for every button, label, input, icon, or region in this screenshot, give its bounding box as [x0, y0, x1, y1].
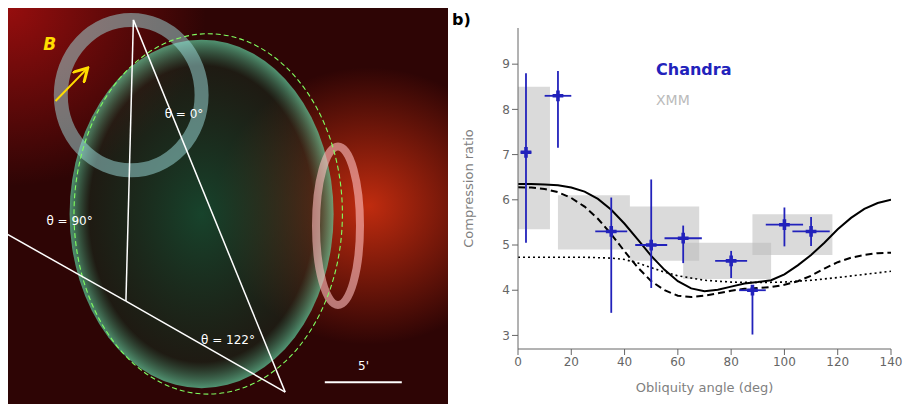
- svg-text:6: 6: [502, 193, 510, 207]
- svg-text:8: 8: [502, 103, 510, 117]
- svg-text:20: 20: [564, 355, 579, 369]
- svg-text:80: 80: [724, 355, 739, 369]
- html-text:b): b): [452, 10, 471, 29]
- svg-text:5: 5: [502, 238, 510, 252]
- svg-text:7: 7: [502, 148, 510, 162]
- svg-text:60: 60: [670, 355, 685, 369]
- svg-text:θ = 0°: θ = 0°: [165, 107, 204, 121]
- html-text:Chandra: Chandra: [656, 59, 732, 79]
- svg-text:100: 100: [773, 355, 796, 369]
- html-text:XMM: XMM: [656, 91, 690, 108]
- svg-text:Compression ratio: Compression ratio: [461, 129, 476, 248]
- svg-text:θ = 122°: θ = 122°: [201, 333, 255, 347]
- svg-text:3: 3: [502, 329, 510, 343]
- svg-text:40: 40: [617, 355, 632, 369]
- svg-text:4: 4: [502, 283, 510, 297]
- svg-text:120: 120: [826, 355, 849, 369]
- svg-text:140: 140: [880, 355, 903, 369]
- svg-text:0: 0: [514, 355, 522, 369]
- svg-text:Obliquity angle (deg): Obliquity angle (deg): [636, 380, 774, 395]
- svg-text:B: B: [43, 34, 56, 54]
- svg-text:9: 9: [502, 57, 510, 71]
- svg-text:θ = 90°: θ = 90°: [46, 214, 92, 228]
- svg-text:5': 5': [358, 359, 369, 373]
